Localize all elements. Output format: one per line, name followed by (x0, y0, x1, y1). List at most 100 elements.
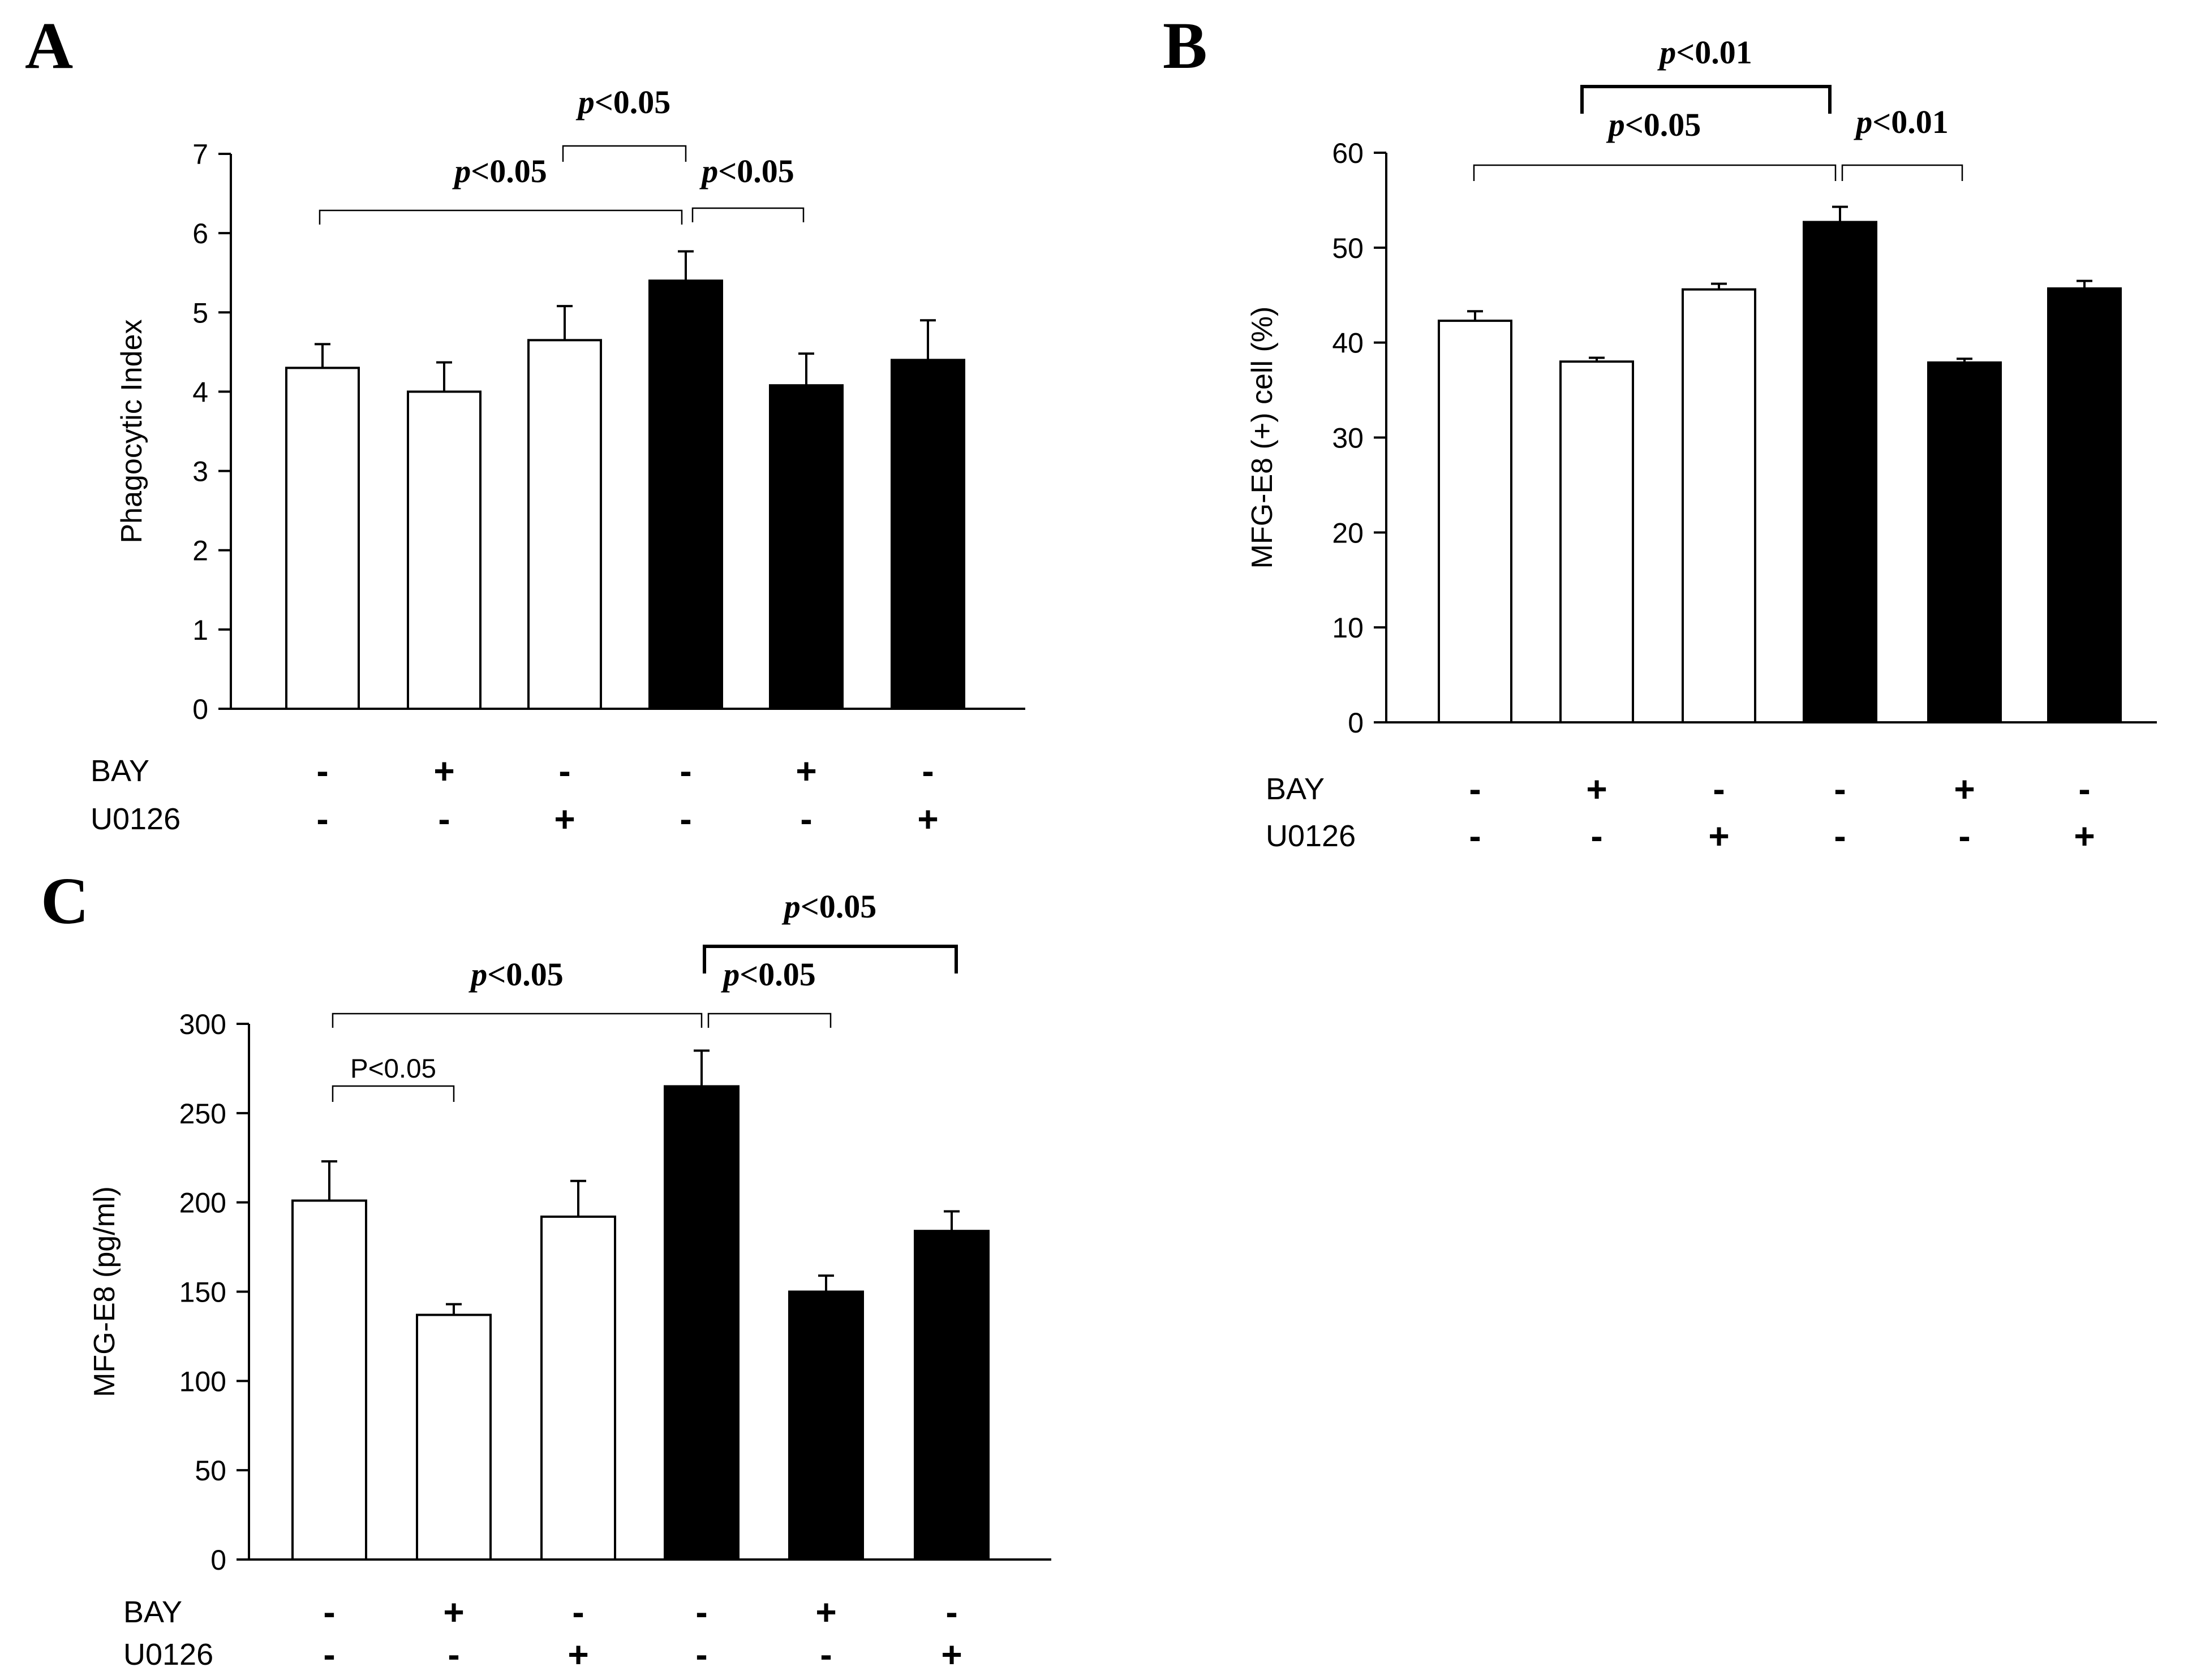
y-axis-title: Phagocytic Index (115, 319, 148, 543)
bar (1927, 361, 2002, 723)
treatment-sign: - (680, 799, 691, 839)
treatment-sign: + (815, 1592, 836, 1632)
bar (527, 339, 602, 710)
y-tick-label: 3 (192, 456, 208, 488)
treatment-sign: + (2074, 816, 2095, 856)
treatment-sign: - (695, 1592, 707, 1632)
y-axis-title: MFG-E8 (+) cell (%) (1246, 307, 1279, 569)
panel-b: B MFG-E8 (+) cell (%) 0 10 20 30 40 50 60 BAY - + - -… (1163, 8, 2157, 856)
y-tick-label: 7 (192, 139, 208, 170)
y-tick-label: 5 (192, 297, 208, 329)
treatment-sign: - (438, 799, 450, 839)
treatment-sign: - (1469, 769, 1481, 809)
y-tick-label: 0 (1348, 707, 1364, 739)
panel-label: A (25, 8, 73, 83)
treatment-sign: - (945, 1592, 957, 1632)
significance-label: p<0.05 (575, 84, 671, 120)
treatment-name: U0126 (1266, 819, 1356, 853)
treatment-name: U0126 (123, 1638, 213, 1672)
treatment-sign: - (1834, 816, 1846, 856)
significance-bracket (332, 1085, 455, 1102)
treatment-sign: - (922, 751, 934, 791)
bar (2047, 287, 2122, 724)
treatment-sign: + (941, 1634, 962, 1675)
bar (1559, 360, 1634, 723)
significance-bracket (1580, 85, 1832, 114)
significance-label: P<0.05 (350, 1054, 436, 1084)
y-tick-label: 30 (1332, 423, 1364, 454)
treatment-sign: - (558, 751, 570, 791)
treatment-sign: - (323, 1634, 335, 1675)
treatment-sign: - (316, 799, 328, 839)
y-tick-label: 6 (192, 218, 208, 249)
y-tick-label: 20 (1332, 517, 1364, 549)
y-tick-label: 10 (1332, 612, 1364, 644)
significance-bracket (707, 1013, 832, 1028)
treatment-sign: - (820, 1634, 832, 1675)
significance-bracket (703, 945, 958, 973)
treatment-sign: - (316, 751, 328, 791)
panel-label: B (1163, 8, 1207, 83)
significance-label: p<0.05 (699, 153, 794, 189)
bar (891, 359, 965, 710)
y-tick-label: 50 (195, 1455, 226, 1487)
y-tick-label: 40 (1332, 328, 1364, 359)
treatment-sign: - (1590, 816, 1602, 856)
treatment-sign: - (448, 1634, 459, 1675)
panel-a: A Phagocytic Index 0 1 2 3 4 5 6 7 BAY - + - - + - U0126 -… (25, 8, 1025, 839)
significance-label: p<0.05 (781, 888, 877, 925)
y-tick-label: 150 (179, 1277, 226, 1308)
y-axis-title: MFG-E8 (pg/ml) (88, 1186, 121, 1397)
treatment-sign: - (680, 751, 691, 791)
treatment-sign: + (1708, 816, 1729, 856)
treatment-sign: + (796, 751, 816, 791)
bar (285, 367, 360, 710)
treatment-sign: - (1834, 769, 1846, 809)
significance-bracket (1473, 164, 1837, 181)
treatment-sign: + (917, 799, 938, 839)
treatment-sign: - (1713, 769, 1725, 809)
y-tick-label: 60 (1332, 137, 1364, 169)
significance-bracket (319, 209, 683, 225)
significance-bracket (562, 145, 687, 162)
treatment-sign: - (2078, 769, 2090, 809)
significance-bracket (691, 207, 805, 222)
bar (648, 279, 723, 710)
treatment-sign: + (1954, 769, 1975, 809)
treatment-sign: - (800, 799, 812, 839)
y-tick-label: 4 (192, 376, 208, 408)
bar (788, 1290, 864, 1561)
significance-label: p<0.05 (720, 956, 816, 993)
significance-label: p<0.01 (1853, 104, 1949, 140)
treatment-sign: + (433, 751, 454, 791)
significance-label: p<0.05 (468, 956, 564, 993)
y-tick-label: 2 (192, 535, 208, 567)
significance-bracket (1841, 164, 1963, 181)
y-tick-label: 1 (192, 614, 208, 646)
treatment-name: U0126 (91, 802, 180, 836)
panel-label: C (41, 864, 89, 938)
y-tick-label: 200 (179, 1187, 226, 1219)
treatment-sign: + (443, 1592, 464, 1632)
significance-bracket (332, 1013, 703, 1028)
treatment-sign: - (1469, 816, 1481, 856)
treatment-sign: - (572, 1592, 584, 1632)
treatment-sign: + (568, 1634, 588, 1675)
bar (1803, 221, 1877, 724)
y-tick-label: 0 (192, 693, 208, 725)
y-tick-label: 0 (210, 1544, 226, 1576)
treatment-sign: - (1958, 816, 1970, 856)
y-tick-label: 100 (179, 1365, 226, 1397)
bar (914, 1230, 990, 1561)
significance-label: p<0.01 (1657, 34, 1752, 71)
y-tick-label: 300 (179, 1009, 226, 1040)
significance-label: p<0.05 (1606, 106, 1701, 143)
bar (769, 384, 844, 710)
treatment-sign: - (695, 1634, 707, 1675)
bar (416, 1313, 492, 1561)
treatment-sign: + (1586, 769, 1607, 809)
bar (291, 1199, 367, 1561)
y-tick-label: 50 (1332, 232, 1364, 264)
